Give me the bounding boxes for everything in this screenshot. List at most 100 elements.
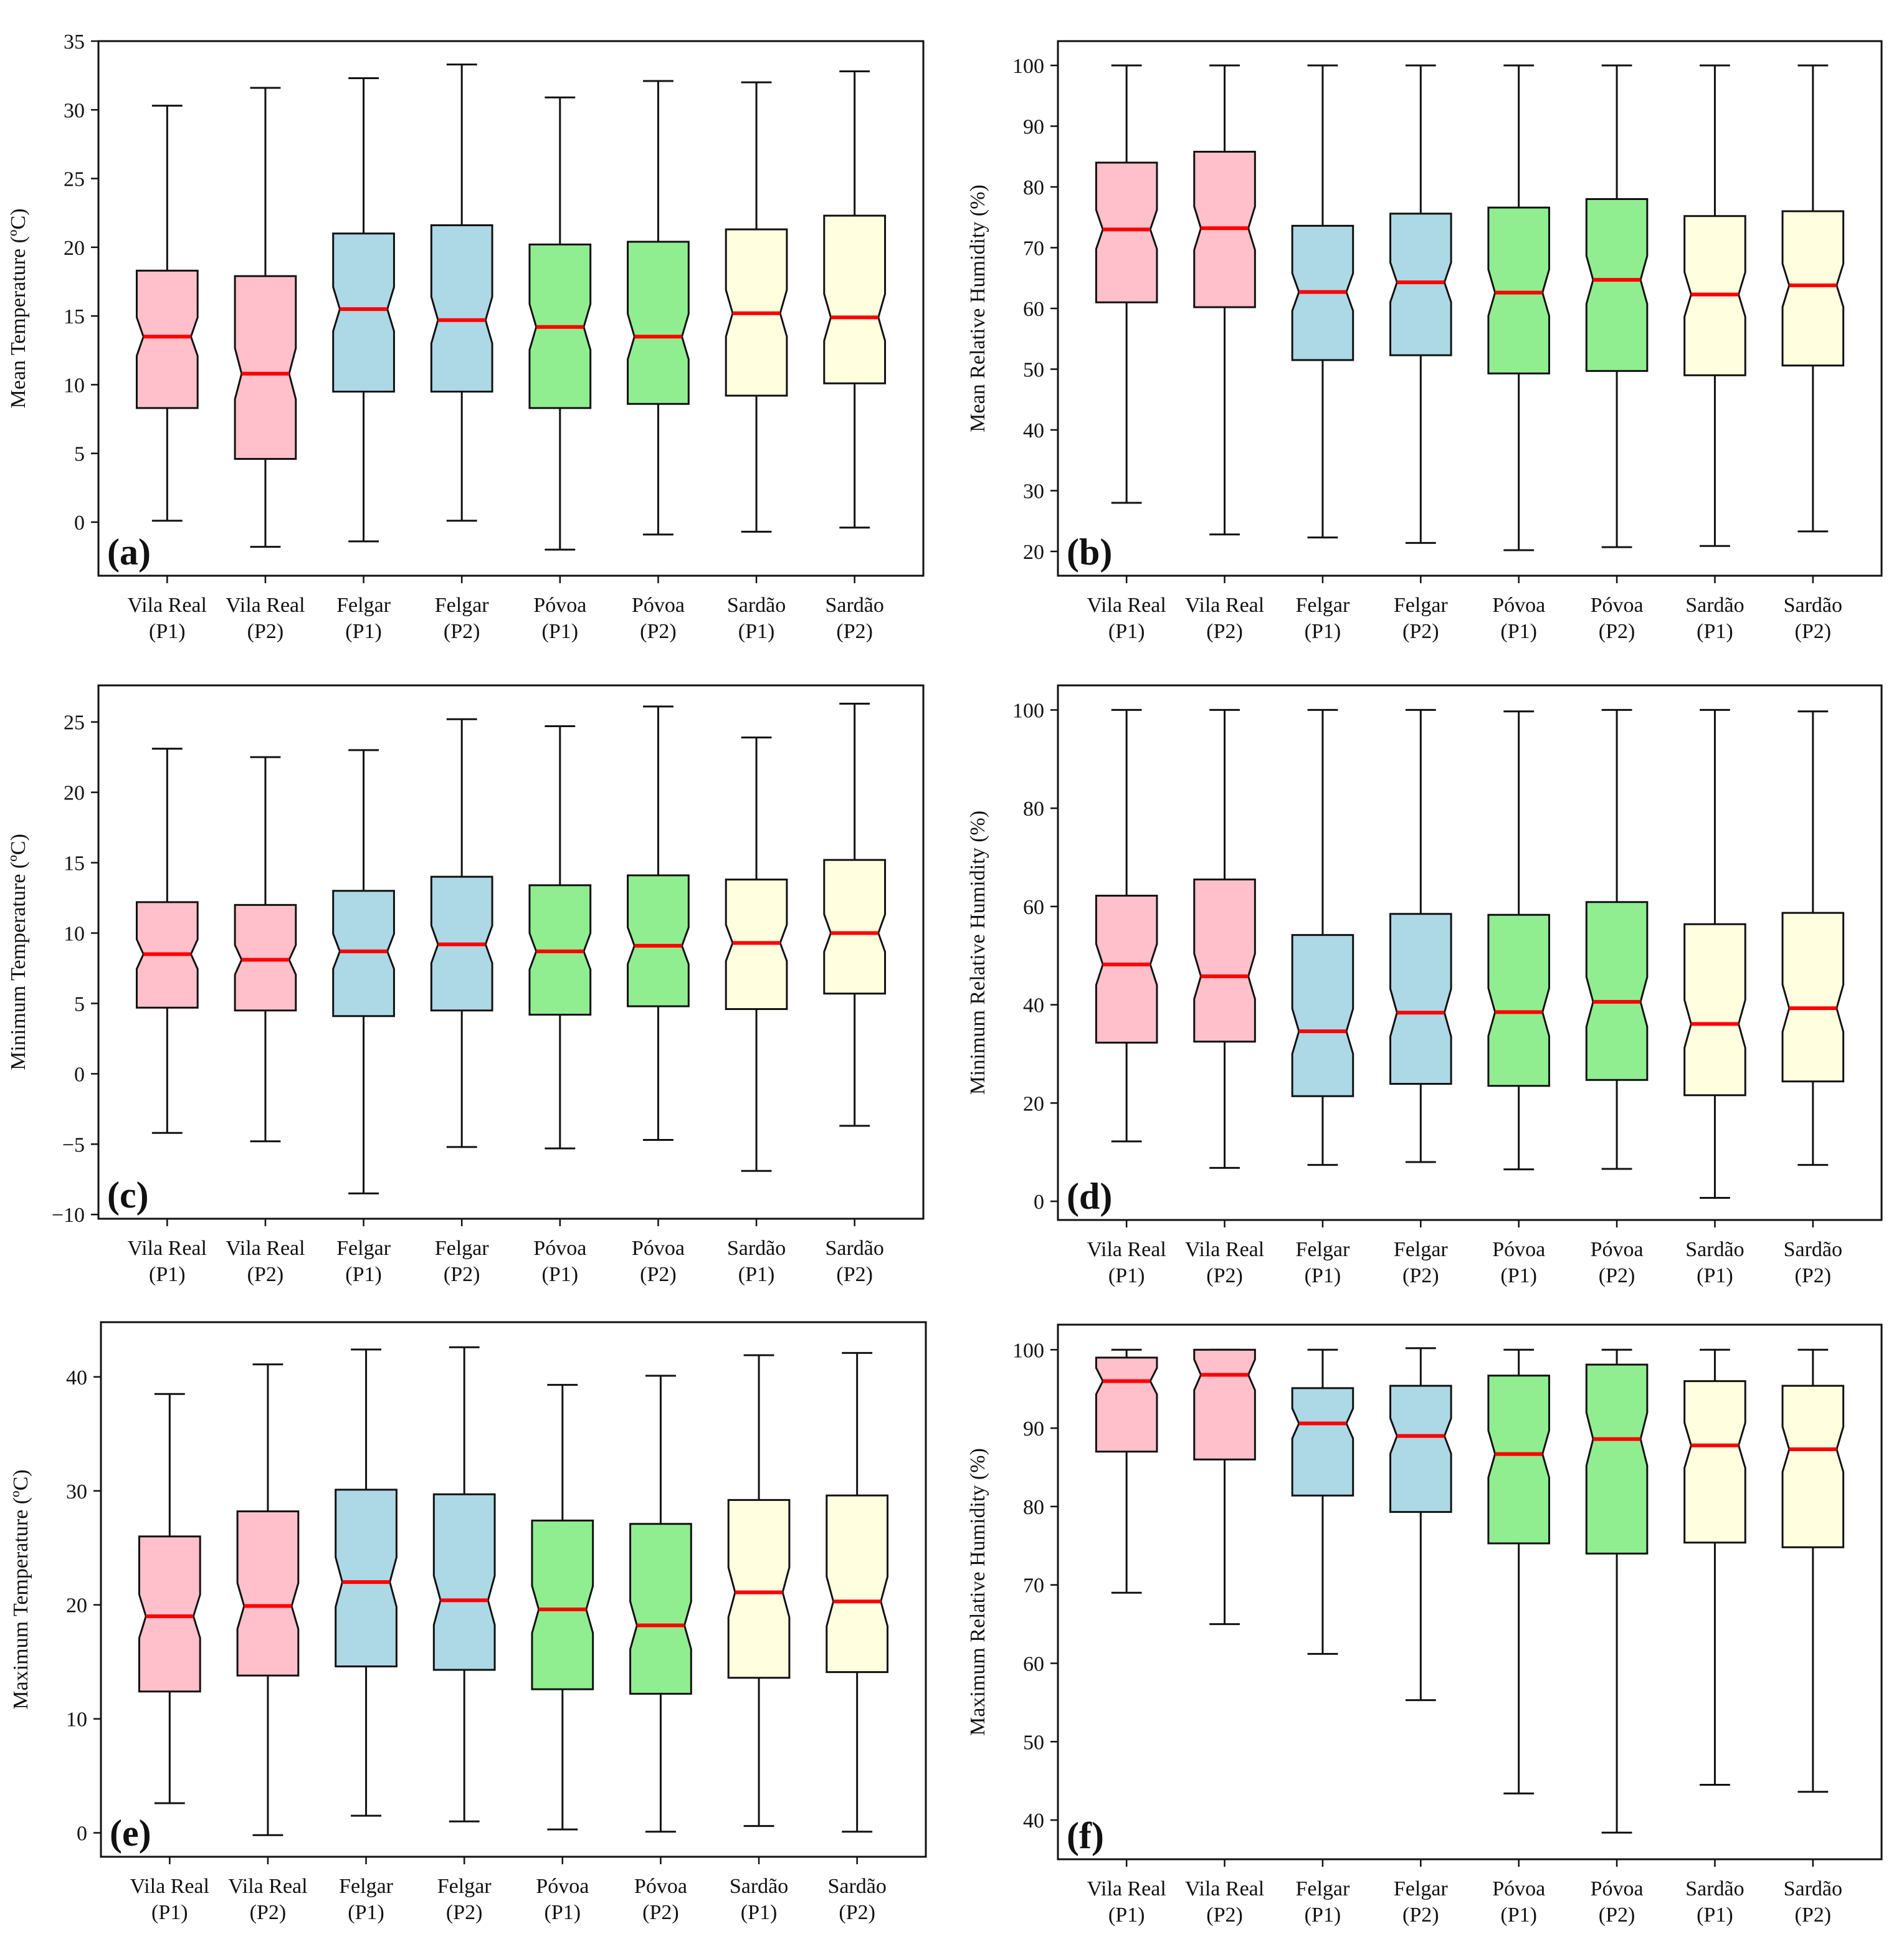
panel-a: 0 5 10 15 20 25 30 35 Mean Temperature (ºC) Vila …: [7, 31, 925, 643]
x-tick-label-line-2: (P2): [1402, 1904, 1439, 1927]
x-tick-label-line-2: (P1): [149, 620, 186, 643]
y-axis-label-a: Mean Temperature (ºC): [7, 209, 30, 409]
y-tick-label-d: 60: [1023, 896, 1044, 919]
box-body: [823, 859, 887, 995]
x-tick-label-line-1: Póvoa: [1492, 594, 1545, 617]
y-tick-label-d: 0: [1034, 1191, 1044, 1214]
box-a-sardao-p2: [823, 70, 887, 529]
x-tick-label-line-2: (P1): [1305, 620, 1341, 643]
x-tick-label-line-1: Felgar: [339, 1875, 394, 1898]
x-tick-label-line-2: (P1): [1108, 1904, 1145, 1927]
box-body: [1585, 901, 1649, 1081]
x-tick-label-line-1: Vila Real: [128, 594, 207, 617]
x-tick-label-e: Sardão (P1): [730, 1875, 788, 1924]
y-tick-label-f: 90: [1023, 1418, 1044, 1441]
x-tick-label-c: Póvoa (P2): [632, 1237, 685, 1286]
box-body: [234, 903, 297, 1012]
x-tick-label-a: Felgar (P2): [435, 594, 490, 643]
box-e-felgar-p1: [335, 1348, 397, 1817]
box-a-felgar-p1: [332, 77, 395, 543]
box-body: [1585, 198, 1649, 372]
x-tick-label-b: Vila Real (P1): [1087, 594, 1166, 643]
x-tick-label-line-2: (P2): [1206, 1264, 1243, 1287]
y-axis-label-c: Minimum Temperature (ºC): [7, 834, 30, 1070]
x-tick-label-a: Sardão (P1): [727, 594, 786, 643]
x-tick-label-line-2: (P2): [1795, 1264, 1832, 1287]
y-tick-label-b: 70: [1023, 237, 1044, 260]
box-body: [332, 890, 395, 1017]
x-tick-label-line-1: Vila Real: [130, 1875, 209, 1898]
box-body: [1487, 206, 1550, 374]
box-a-sardao-p1: [725, 81, 788, 533]
box-c-vila-real-p2: [234, 756, 297, 1143]
x-tick-label-d: Vila Real (P2): [1185, 1238, 1264, 1287]
y-tick-label-d: 20: [1023, 1092, 1044, 1115]
y-axis-label-f: Maximum Relative Humidity (%): [966, 1448, 989, 1736]
x-tick-label-line-1: Sardão: [1784, 1877, 1842, 1900]
x-tick-label-line-1: Sardão: [730, 1875, 788, 1898]
panel-label-e: (e): [110, 1813, 151, 1854]
x-tick-label-a: Póvoa (P2): [632, 594, 685, 643]
box-body: [1095, 895, 1158, 1044]
x-tick-label-line-2: (P2): [247, 620, 284, 643]
x-tick-label-a: Vila Real (P1): [128, 594, 207, 643]
box-b-sardao-p1: [1683, 64, 1746, 547]
box-body: [1585, 1363, 1649, 1555]
plot-frame-e: [100, 1321, 927, 1858]
box-c-felgar-p2: [430, 718, 493, 1148]
box-c-povoa-p2: [627, 705, 690, 1141]
box-f-vila-real-p1: [1095, 1348, 1158, 1594]
box-body: [1683, 1380, 1746, 1544]
x-tick-label-line-2: (P2): [839, 1901, 875, 1924]
x-tick-label-line-1: Póvoa: [1591, 1877, 1644, 1900]
x-tick-label-line-1: Vila Real: [1087, 1877, 1166, 1900]
box-b-sardao-p2: [1781, 64, 1845, 533]
box-body: [236, 1510, 300, 1677]
x-tick-label-line-1: Felgar: [1394, 1877, 1449, 1900]
x-tick-label-line-1: Póvoa: [533, 1237, 586, 1260]
box-body: [1487, 1375, 1550, 1545]
y-tick-label-a: 25: [64, 168, 85, 191]
x-tick-label-line-1: Póvoa: [632, 1237, 685, 1260]
x-tick-label-f: Póvoa (P2): [1591, 1877, 1644, 1927]
y-axis-label-e: Maximum Temperature (ºC): [9, 1469, 32, 1709]
x-tick-label-a: Sardão (P2): [825, 594, 883, 643]
x-tick-label-line-2: (P1): [348, 1901, 384, 1924]
y-tick-label-a: 0: [74, 512, 85, 535]
x-tick-label-line-1: Vila Real: [1087, 594, 1166, 617]
y-tick-label-e: 40: [66, 1366, 87, 1389]
box-body: [430, 224, 493, 393]
x-tick-label-d: Vila Real (P1): [1087, 1238, 1166, 1287]
x-tick-label-line-2: (P1): [345, 1263, 382, 1286]
x-tick-label-line-1: Vila Real: [1087, 1238, 1166, 1261]
x-tick-label-line-2: (P1): [149, 1263, 186, 1286]
x-tick-label-line-1: Sardão: [1784, 594, 1842, 617]
x-tick-label-line-1: Póvoa: [1492, 1877, 1545, 1900]
x-tick-label-line-2: (P2): [640, 1263, 677, 1286]
x-tick-label-d: Sardão (P1): [1685, 1238, 1744, 1287]
box-body: [335, 1489, 397, 1667]
x-tick-label-e: Póvoa (P1): [536, 1875, 589, 1924]
box-body: [629, 1523, 692, 1695]
box-body: [1095, 161, 1158, 303]
x-tick-label-d: Felgar (P1): [1295, 1238, 1350, 1287]
box-body: [1781, 912, 1845, 1083]
x-tick-label-line-2: (P1): [738, 620, 775, 643]
plot-frame-d: [1057, 684, 1883, 1221]
y-tick-label-b: 60: [1023, 298, 1044, 321]
y-tick-label-c: −5: [62, 1133, 85, 1156]
panel-label-d: (d): [1067, 1176, 1112, 1217]
box-body: [727, 1498, 791, 1679]
x-tick-label-line-1: Póvoa: [1591, 1238, 1644, 1261]
x-tick-label-c: Felgar (P2): [435, 1237, 490, 1286]
panel-b: 20 30 40 50 60 70 80 90 100 Mean Relative Humidit…: [966, 40, 1883, 643]
x-tick-label-line-2: (P2): [836, 1263, 873, 1286]
x-tick-label-line-1: Felgar: [437, 1875, 492, 1898]
x-tick-label-e: Vila Real (P2): [228, 1875, 307, 1924]
box-e-sardao-p1: [727, 1354, 791, 1827]
y-tick-label-a: 30: [64, 99, 85, 122]
y-tick-label-e: 20: [66, 1594, 87, 1618]
x-tick-label-line-2: (P1): [738, 1263, 775, 1286]
box-body: [432, 1493, 496, 1671]
x-tick-label-line-2: (P1): [545, 1901, 581, 1924]
